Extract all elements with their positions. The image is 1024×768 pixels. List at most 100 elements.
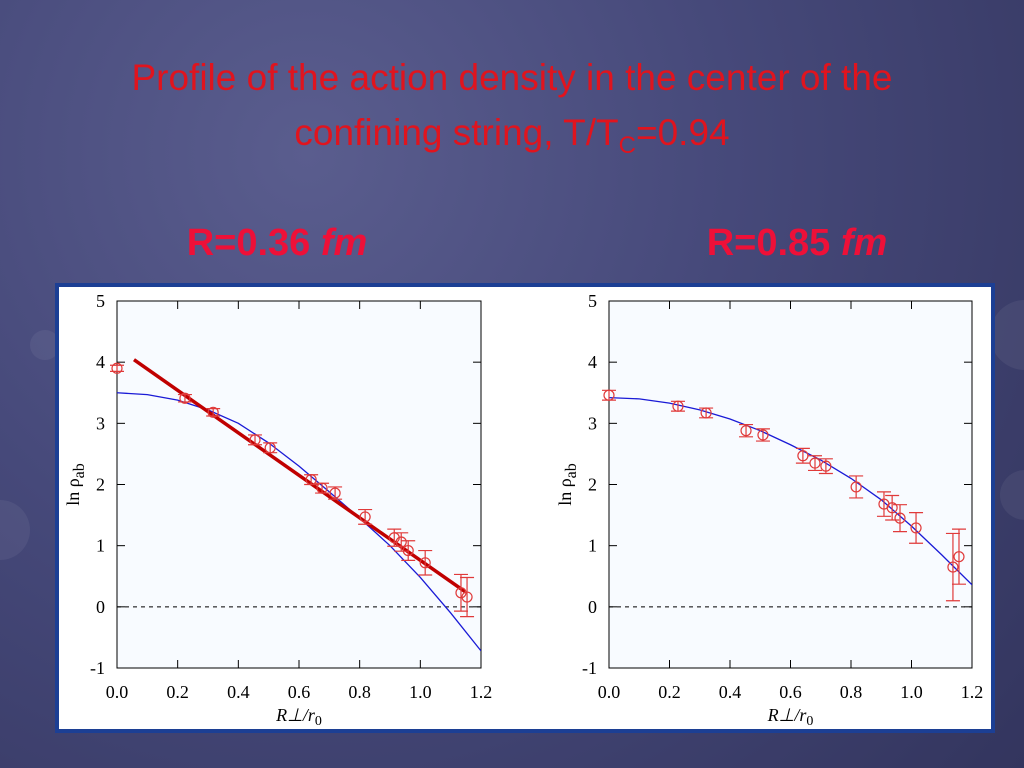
data-point <box>316 482 328 494</box>
y-axis-label: ln ρab <box>63 463 88 506</box>
data-point <box>329 487 341 499</box>
x-tick-label: 0.2 <box>166 682 189 702</box>
error-bar <box>893 504 908 533</box>
y-tick-label: -1 <box>582 658 597 678</box>
data-point <box>910 522 922 534</box>
error-bar <box>945 532 960 602</box>
data-point <box>947 561 959 573</box>
x-label-text: R⊥/r <box>767 705 808 725</box>
error-bar <box>177 393 192 403</box>
data-point <box>894 512 906 524</box>
y-tick-label: -1 <box>90 658 105 678</box>
data-point <box>249 434 261 446</box>
data-point <box>461 591 473 603</box>
x-tick-label: 0.2 <box>658 682 681 702</box>
y-tick-label: 1 <box>588 536 597 556</box>
x-tick-label: 0.0 <box>598 682 621 702</box>
x-axis-label: R⊥/r0 <box>767 705 814 729</box>
line <box>117 392 481 652</box>
title-subscript: C <box>618 132 636 159</box>
y-tick-label: 2 <box>96 475 105 495</box>
y-tick-label: 0 <box>96 597 105 617</box>
x-tick-label: 0.4 <box>719 682 742 702</box>
x-label-sub: 0 <box>806 714 813 729</box>
chart-title: R=0.85 fm <box>597 222 997 265</box>
error-bar <box>849 475 864 499</box>
x-tick-label: 0.6 <box>779 682 802 702</box>
data-point <box>672 400 684 412</box>
chart-title: R=0.36 fm <box>77 222 477 265</box>
y-tick-label: 3 <box>96 413 105 433</box>
y-label-sub: ab <box>563 463 580 478</box>
y-tick-label: 5 <box>588 291 597 311</box>
y-axis-label: ln ρab <box>555 463 580 506</box>
x-tick-label: 0.8 <box>840 682 863 702</box>
x-axis-label: R⊥/r0 <box>275 705 322 729</box>
data-point <box>700 407 712 419</box>
error-bar <box>885 494 900 521</box>
data-point <box>264 442 276 454</box>
error-bar <box>453 573 468 612</box>
y-tick-label: 1 <box>96 536 105 556</box>
y-tick-label: 4 <box>588 352 597 372</box>
y-tick-label: 5 <box>96 291 105 311</box>
data-point <box>402 544 414 557</box>
data-point <box>419 557 431 569</box>
error-bar <box>739 423 754 438</box>
error-bar <box>876 491 891 517</box>
error-bar <box>755 428 770 442</box>
error-bar <box>951 528 966 585</box>
y-tick-label: 0 <box>588 597 597 617</box>
plot-area <box>608 300 973 669</box>
slide-title: Profile of the action density in the cen… <box>62 50 962 160</box>
chart-title-unit: fm <box>320 222 368 264</box>
data-point <box>886 502 898 514</box>
data-point <box>797 450 809 462</box>
y-tick-label: 3 <box>588 413 597 433</box>
error-bar <box>909 512 924 544</box>
data-point <box>757 429 769 441</box>
x-label-text: R⊥/r <box>275 705 316 725</box>
y-tick-label: 4 <box>96 352 105 372</box>
x-tick-label: 0.0 <box>106 682 129 702</box>
data-point <box>850 481 862 493</box>
y-label-sub: ab <box>71 463 88 478</box>
data-point <box>740 425 752 437</box>
error-bar <box>418 549 433 576</box>
error-bar <box>206 408 221 417</box>
error-bar <box>460 576 475 618</box>
x-tick-label: 1.2 <box>470 682 493 702</box>
line <box>132 358 466 593</box>
x-tick-label: 1.2 <box>961 682 984 702</box>
error-bar <box>401 540 416 561</box>
data-point <box>603 389 615 401</box>
x-tick-label: 0.8 <box>348 682 371 702</box>
x-tick-label: 1.0 <box>900 682 923 702</box>
data-point <box>359 511 371 523</box>
y-tick-label: 2 <box>588 475 597 495</box>
data-point <box>111 362 123 374</box>
error-bar <box>328 486 343 500</box>
title-end: =0.94 <box>635 112 730 153</box>
x-tick-label: 1.0 <box>409 682 432 702</box>
chart-title-text: R=0.85 <box>706 222 831 264</box>
plot-area <box>116 300 482 669</box>
title-text: Profile of the action density in the cen… <box>131 57 893 153</box>
data-point <box>207 406 219 418</box>
y-label-text: ln ρ <box>63 478 83 506</box>
x-tick-label: 0.4 <box>227 682 250 702</box>
data-point <box>305 474 317 486</box>
data-point <box>179 392 191 404</box>
x-label-sub: 0 <box>315 714 322 729</box>
data-point <box>809 457 821 469</box>
data-point <box>953 551 965 563</box>
y-label-text: ln ρ <box>555 478 575 506</box>
x-tick-label: 0.6 <box>288 682 311 702</box>
data-point <box>820 460 832 472</box>
error-bar <box>394 532 409 552</box>
data-point <box>395 536 407 548</box>
chart-title-text: R=0.36 <box>186 222 311 264</box>
chart-title-unit: fm <box>840 222 888 264</box>
